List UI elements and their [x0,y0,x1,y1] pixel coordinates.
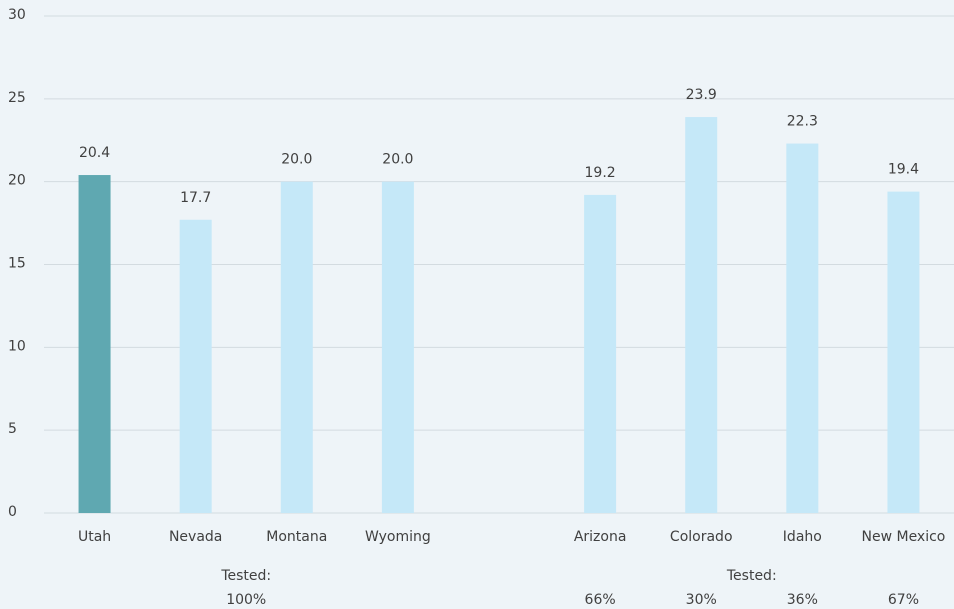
x-tick-label: Utah [78,529,111,545]
data-label: 19.2 [585,165,616,181]
x-tick-label: Idaho [783,529,822,545]
data-label: 17.7 [180,190,211,206]
tested-value: 66% [585,592,616,608]
data-label: 22.3 [787,114,818,130]
tested-label: Tested: [220,568,271,584]
y-tick-label: 5 [8,421,17,437]
y-tick-label: 30 [8,7,26,23]
tested-value: 100% [226,592,266,608]
x-tick-label: Arizona [574,529,627,545]
y-tick-label: 10 [8,338,26,354]
bar [786,143,819,513]
bar [381,181,414,513]
y-tick-label: 15 [8,256,26,272]
data-label: 23.9 [686,87,717,103]
tested-value: 67% [888,592,919,608]
x-tick-label: New Mexico [862,529,946,545]
bar [887,191,920,513]
data-label: 19.4 [888,162,919,178]
x-tick-label: Nevada [169,529,222,545]
bar [685,117,718,513]
tested-value: 30% [686,592,717,608]
data-label: 20.0 [382,152,413,168]
x-tick-label: Montana [266,529,327,545]
bar [179,219,212,513]
x-tick-label: Colorado [670,529,733,545]
y-tick-label: 20 [8,173,26,189]
bar [584,194,617,514]
x-tick-label: Wyoming [365,529,431,545]
data-label: 20.0 [281,152,312,168]
bar [280,181,313,513]
tested-label: Tested: [726,568,777,584]
bar [78,175,111,514]
y-tick-label: 25 [8,90,26,106]
y-tick-label: 0 [8,504,17,520]
data-label: 20.4 [79,145,110,161]
tested-value: 36% [787,592,818,608]
